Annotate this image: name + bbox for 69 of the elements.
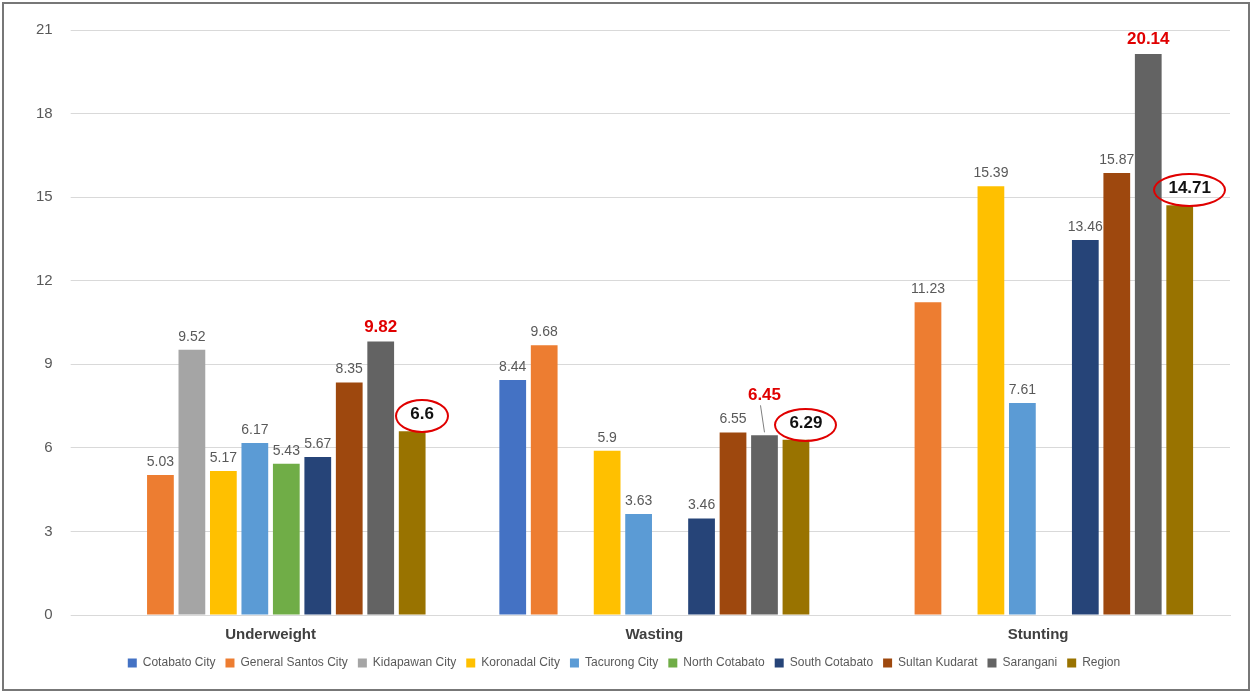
data-label: 6.55 <box>719 410 747 427</box>
bar <box>782 439 810 615</box>
data-label: 5.67 <box>304 434 332 451</box>
data-label: 5.9 <box>597 428 618 445</box>
data-label: 15.39 <box>973 164 1009 181</box>
bar <box>1103 172 1131 615</box>
legend-label: Tacurong City <box>584 655 659 670</box>
data-label: 6.29 <box>789 412 823 432</box>
x-tick-label: Stunting <box>1007 625 1069 643</box>
legend-label: Sultan Kudarat <box>898 655 979 670</box>
data-label: 7.61 <box>1008 380 1037 397</box>
data-label: 8.44 <box>499 357 527 374</box>
bar <box>1071 240 1099 615</box>
data-label: 3.46 <box>687 496 716 513</box>
y-tick-label: 3 <box>44 521 53 539</box>
data-label: 13.46 <box>1067 217 1104 234</box>
bar <box>335 382 363 615</box>
bar <box>530 345 558 615</box>
data-label: 8.35 <box>335 360 364 377</box>
bar <box>719 432 747 615</box>
y-tick-label: 9 <box>44 354 53 372</box>
bar <box>272 463 300 615</box>
bar <box>178 349 206 615</box>
bar <box>688 518 715 615</box>
data-label: 5.17 <box>209 448 238 465</box>
data-label: 3.63 <box>624 491 653 508</box>
bar <box>209 470 237 615</box>
y-tick-label: 21 <box>36 20 53 38</box>
legend-label: General Santos City <box>240 655 348 670</box>
data-label: 6.17 <box>241 420 269 437</box>
bar <box>499 379 527 615</box>
legend-label: North Cotabato <box>683 655 766 670</box>
bar <box>751 435 778 615</box>
bar <box>398 431 426 615</box>
bar <box>1009 403 1036 615</box>
data-label: 5.03 <box>146 452 175 469</box>
bar <box>304 457 332 615</box>
data-label: 9.52 <box>178 327 206 344</box>
legend-label: Koronadal City <box>481 655 560 670</box>
y-tick-label: 6 <box>44 438 53 455</box>
bar <box>367 341 395 615</box>
bar <box>147 474 174 615</box>
data-label: 5.43 <box>272 441 301 458</box>
y-tick-label: 12 <box>36 270 53 288</box>
data-label: 11.23 <box>910 280 946 297</box>
bar <box>1134 53 1162 615</box>
legend-label: Cotabato City <box>142 655 216 670</box>
y-tick-label: 0 <box>44 605 53 623</box>
x-tick-label: Underweight <box>225 625 316 643</box>
legend-label: South Cotabato <box>789 655 874 670</box>
bar <box>625 513 652 615</box>
y-tick-label: 18 <box>36 103 53 121</box>
data-label: 20.14 <box>1126 29 1171 49</box>
data-label: 14.71 <box>1168 178 1211 198</box>
bar <box>977 186 1005 615</box>
data-label: 15.87 <box>1099 150 1135 167</box>
x-tick-label: Wasting <box>625 625 684 643</box>
bar <box>914 302 942 615</box>
data-label: 6.6 <box>410 404 434 424</box>
data-label: 9.68 <box>530 323 559 340</box>
bar <box>241 443 269 615</box>
bar <box>1166 205 1194 615</box>
legend-label: Kidapawan City <box>372 655 457 670</box>
legend-label: Sarangani <box>1002 655 1058 670</box>
legend-label: Region <box>1082 655 1121 670</box>
data-label: 9.82 <box>364 316 398 336</box>
bar <box>593 450 621 615</box>
data-label: 6.45 <box>747 384 782 404</box>
y-tick-label: 15 <box>36 187 53 205</box>
